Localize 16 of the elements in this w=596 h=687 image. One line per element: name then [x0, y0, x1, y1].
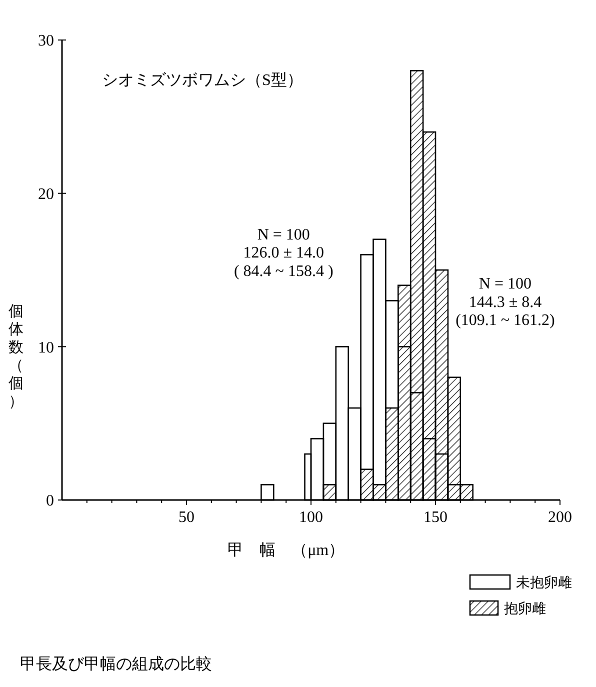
- x-tick-label: 50: [178, 509, 194, 526]
- text: シオミズツボワムシ（S型）: [102, 72, 303, 89]
- x-tick-label: 200: [548, 509, 572, 526]
- x-tick-label: 150: [424, 509, 448, 526]
- legend-label: 未抱卵雌: [516, 575, 572, 591]
- text: 甲長及び甲幅の組成の比較: [20, 655, 212, 673]
- y-tick-label: 30: [38, 32, 54, 50]
- annotation: N = 100 144.3 ± 8.4 (109.1 ~ 161.2): [456, 275, 555, 330]
- annotation: N = 100 126.0 ± 14.0 ( 84.4 ~ 158.4 ): [234, 226, 334, 280]
- y-tick-label: 10: [38, 339, 54, 356]
- y-tick-label: 0: [46, 492, 54, 510]
- x-tick-label: 100: [299, 509, 323, 526]
- y-tick-label: 20: [38, 186, 54, 203]
- y-axis-title: 個体数（個）: [8, 304, 24, 410]
- legend-label: 抱卵雌: [504, 601, 546, 617]
- x-axis-title: 甲 幅 （μm）: [228, 542, 345, 559]
